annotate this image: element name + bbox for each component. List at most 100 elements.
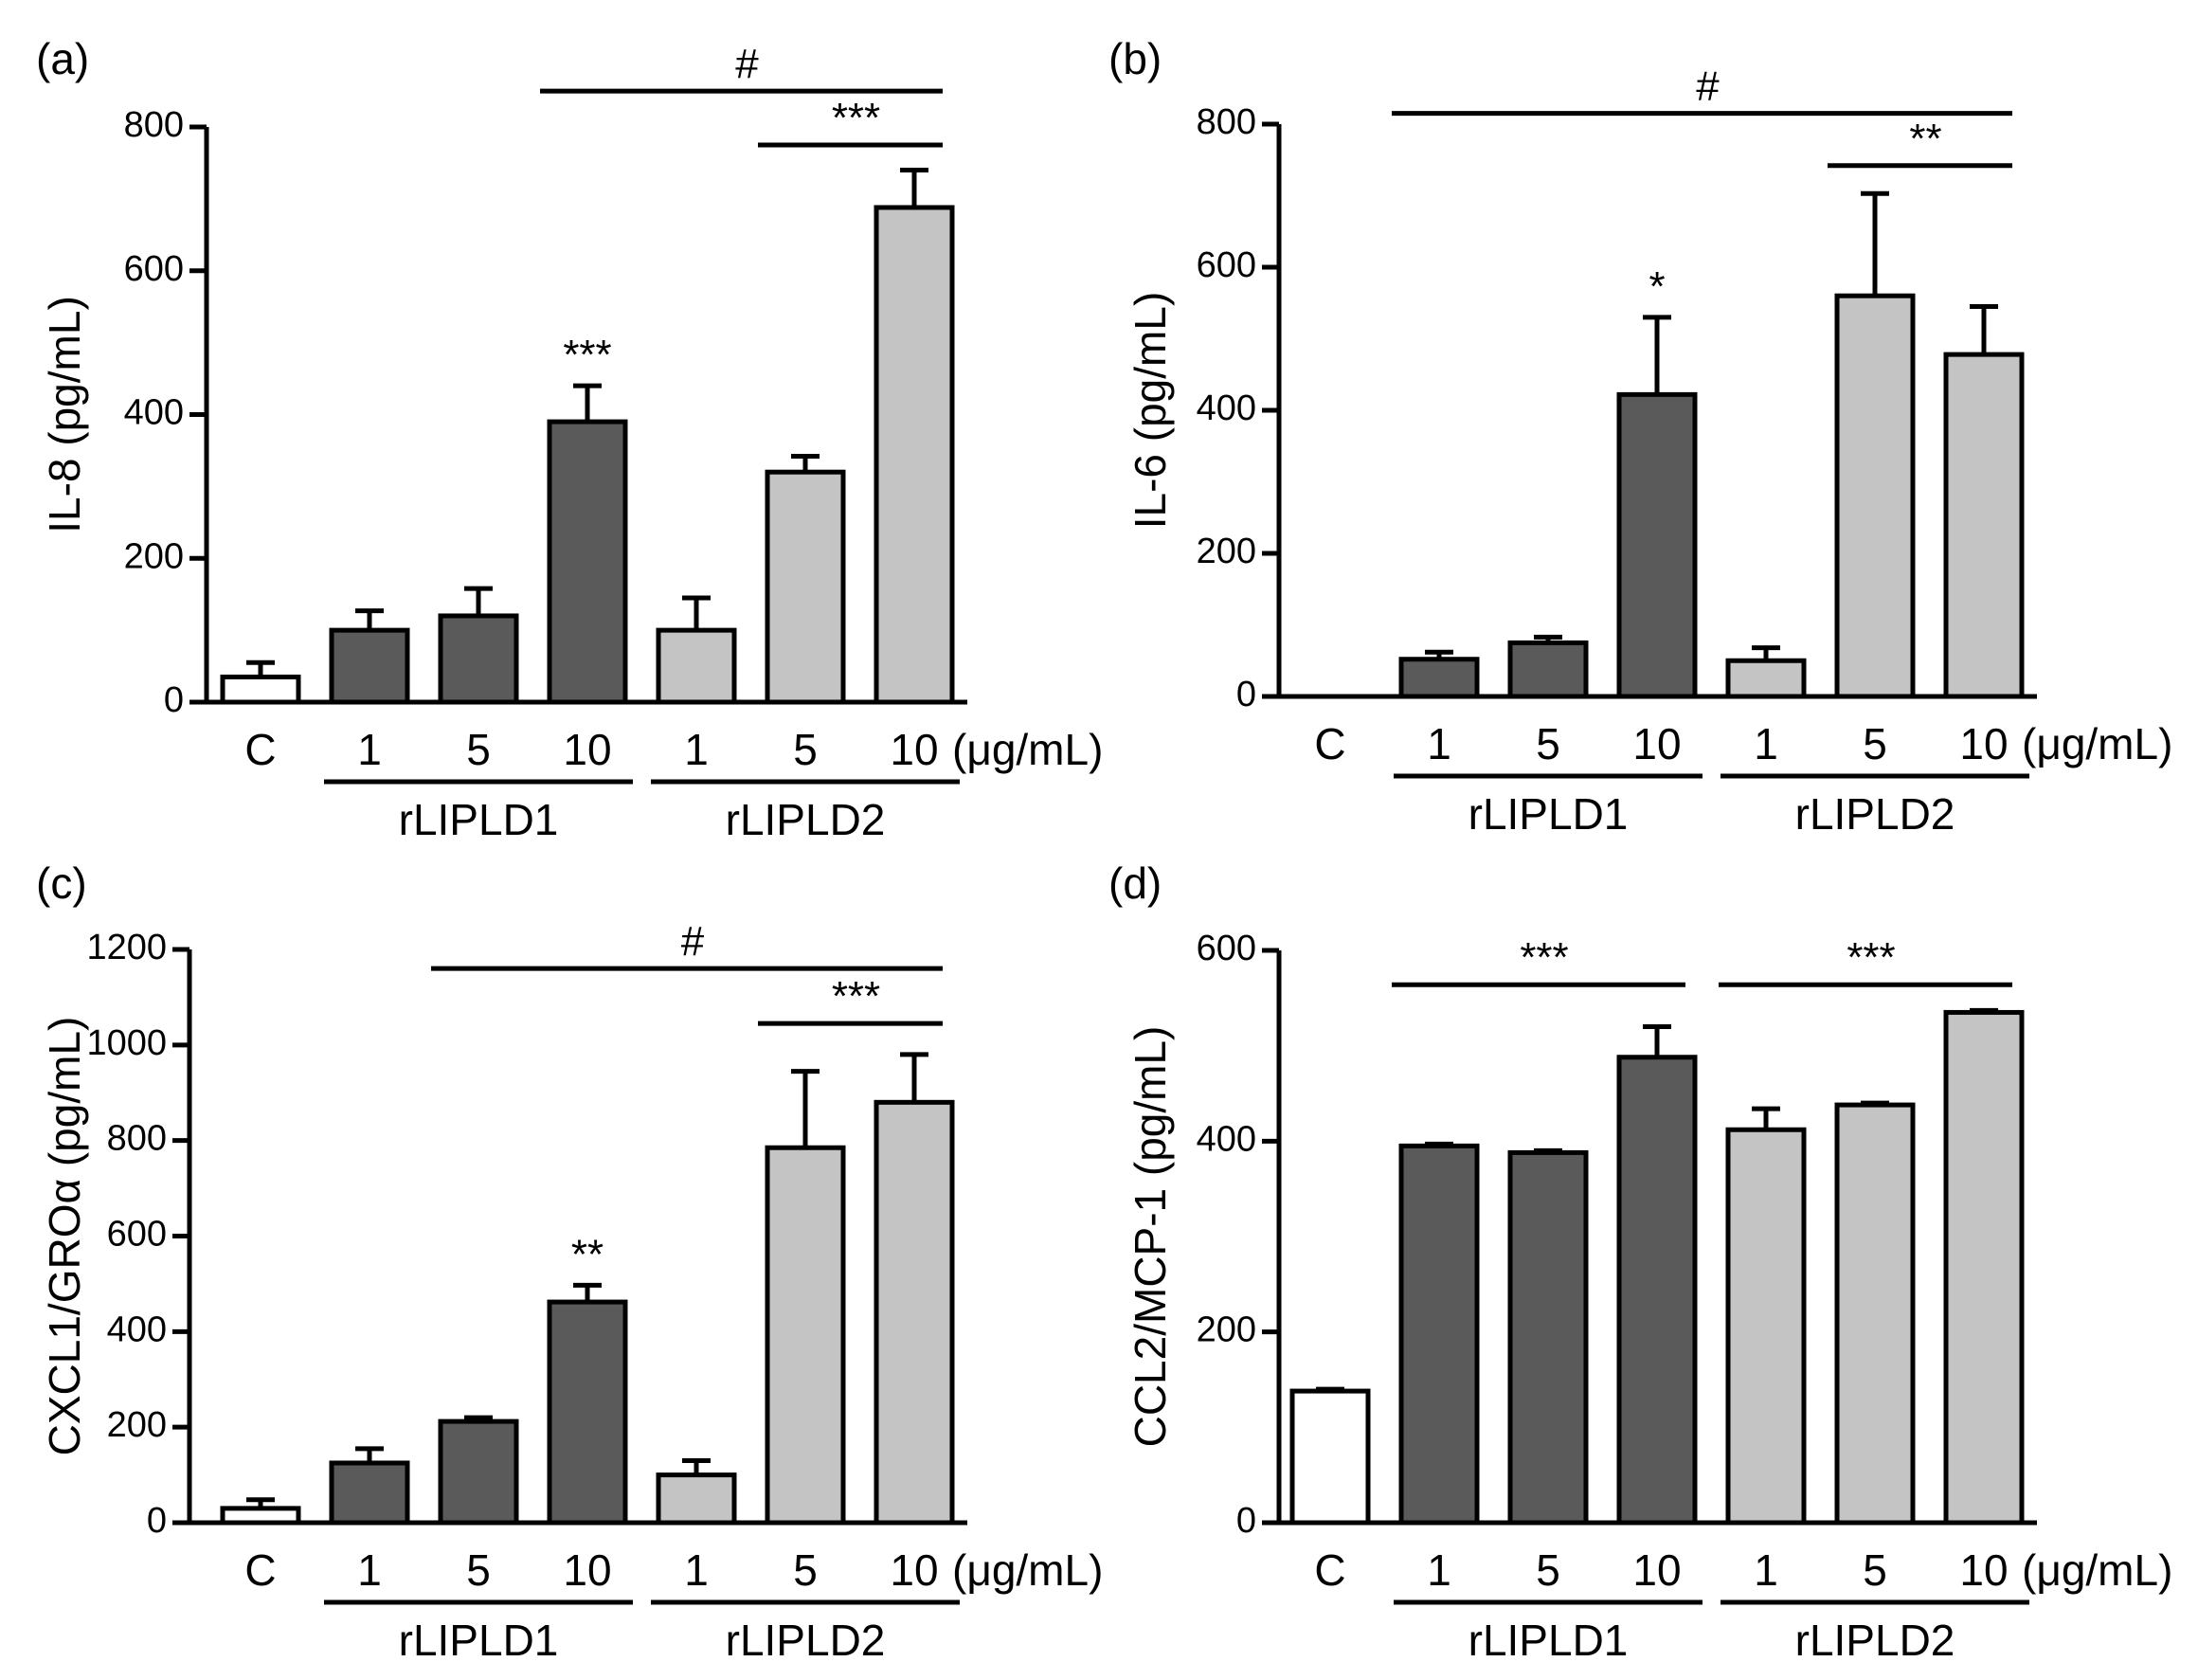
y-axis-label: IL-8 (pg/mL) bbox=[40, 296, 89, 533]
x-tick-label: 5 bbox=[793, 725, 818, 774]
bar bbox=[438, 1418, 519, 1526]
group-label: rLIPLD2 bbox=[726, 1616, 886, 1665]
bar bbox=[656, 1472, 737, 1526]
x-tick-label: 10 bbox=[1632, 1545, 1681, 1595]
significance-marker: *** bbox=[832, 95, 880, 141]
x-tick-label: 10 bbox=[563, 725, 611, 774]
bar bbox=[874, 1099, 955, 1526]
x-tick-label: 1 bbox=[357, 1545, 382, 1595]
bar bbox=[438, 613, 519, 705]
bar bbox=[765, 1145, 846, 1526]
bar bbox=[329, 627, 410, 705]
panel-label: (b) bbox=[1108, 34, 1162, 83]
x-tick-label: 5 bbox=[1863, 1545, 1887, 1595]
y-axis-label: CXCL1/GROα (pg/mL) bbox=[40, 1017, 89, 1456]
y-tick-label: 200 bbox=[124, 536, 184, 576]
y-tick-label: 600 bbox=[1197, 245, 1256, 285]
bar bbox=[1725, 658, 1807, 699]
bar bbox=[1943, 1009, 2025, 1526]
panel-label: (c) bbox=[36, 858, 87, 908]
y-tick-label: 0 bbox=[1236, 675, 1256, 714]
unit-label: (μg/mL) bbox=[2022, 1545, 2172, 1595]
y-tick-label: 400 bbox=[124, 393, 184, 433]
x-tick-label: 10 bbox=[1959, 1545, 2008, 1595]
y-tick-label: 200 bbox=[1197, 1310, 1256, 1350]
x-tick-label: 10 bbox=[890, 725, 938, 774]
y-tick-label: 400 bbox=[1197, 388, 1256, 428]
significance-marker: # bbox=[735, 41, 759, 87]
x-tick-label: 1 bbox=[357, 725, 382, 774]
significance-marker: # bbox=[681, 918, 705, 965]
y-tick-label: 0 bbox=[147, 1501, 167, 1541]
y-tick-label: 0 bbox=[1236, 1501, 1256, 1541]
y-tick-label: 600 bbox=[1197, 929, 1256, 968]
y-tick-label: 800 bbox=[107, 1119, 167, 1159]
y-tick-label: 800 bbox=[124, 105, 184, 145]
x-tick-label: 10 bbox=[1632, 719, 1681, 768]
significance-marker: * bbox=[1648, 263, 1665, 310]
bar bbox=[1943, 352, 2025, 699]
x-tick-label: C bbox=[1314, 719, 1345, 768]
bar bbox=[1616, 1055, 1698, 1526]
y-tick-label: 0 bbox=[164, 680, 184, 720]
significance-marker: ** bbox=[1909, 116, 1941, 162]
panel-c: (c) CXCL1/GROα (pg/mL) 0 200 400 600 800 1000 12… bbox=[36, 858, 1103, 1665]
y-tick-label: 800 bbox=[1197, 102, 1256, 142]
y-tick-label: 600 bbox=[107, 1215, 167, 1255]
x-tick-label: 1 bbox=[684, 725, 709, 774]
group-label: rLIPLD1 bbox=[399, 795, 559, 844]
x-tick-label: 5 bbox=[1536, 1545, 1560, 1595]
y-tick-label: 400 bbox=[1197, 1119, 1256, 1159]
bar bbox=[220, 1506, 301, 1526]
x-tick-label: 10 bbox=[890, 1545, 938, 1595]
y-tick-label: 1000 bbox=[86, 1023, 167, 1063]
significance-marker: *** bbox=[1520, 934, 1568, 981]
y-tick-label: 1200 bbox=[86, 928, 167, 967]
bar bbox=[1834, 293, 1916, 699]
unit-label: (μg/mL) bbox=[2022, 719, 2172, 768]
y-axis-label: CCL2/MCP-1 (pg/mL) bbox=[1126, 1026, 1175, 1448]
y-tick-label: 200 bbox=[1197, 532, 1256, 571]
bar bbox=[874, 205, 955, 705]
y-axis-label: IL-6 (pg/mL) bbox=[1126, 292, 1175, 530]
x-tick-label: 1 bbox=[684, 1545, 709, 1595]
group-label: rLIPLD1 bbox=[1468, 789, 1629, 839]
y-tick-label: 400 bbox=[107, 1310, 167, 1349]
x-tick-label: 1 bbox=[1427, 1545, 1451, 1595]
x-tick-label: 10 bbox=[1959, 719, 2008, 768]
bar bbox=[1289, 1388, 1371, 1526]
x-tick-label: 5 bbox=[466, 725, 491, 774]
x-tick-label: C bbox=[244, 1545, 276, 1595]
bar bbox=[765, 469, 846, 705]
x-tick-label: C bbox=[244, 725, 276, 774]
x-tick-label: 5 bbox=[466, 1545, 491, 1595]
y-tick-label: 600 bbox=[124, 249, 184, 289]
unit-label: (μg/mL) bbox=[952, 725, 1103, 774]
significance-marker: *** bbox=[832, 973, 880, 1020]
significance-marker: *** bbox=[1847, 934, 1895, 981]
group-label: rLIPLD1 bbox=[399, 1616, 559, 1665]
panel-label: (a) bbox=[36, 34, 89, 83]
y-tick-label: 200 bbox=[107, 1405, 167, 1445]
group-label: rLIPLD1 bbox=[1468, 1616, 1629, 1665]
significance-marker: ** bbox=[571, 1231, 604, 1277]
x-tick-label: 1 bbox=[1754, 719, 1778, 768]
x-tick-label: 5 bbox=[1536, 719, 1560, 768]
group-label: rLIPLD2 bbox=[1795, 1616, 1955, 1665]
bar bbox=[220, 674, 301, 705]
bar bbox=[1507, 640, 1589, 699]
bar bbox=[1725, 1127, 1807, 1526]
bar bbox=[547, 1299, 628, 1526]
bar bbox=[1398, 657, 1480, 699]
x-tick-label: 1 bbox=[1427, 719, 1451, 768]
bar bbox=[1398, 1143, 1480, 1526]
x-tick-label: 10 bbox=[563, 1545, 611, 1595]
significance-marker: *** bbox=[563, 332, 611, 378]
x-tick-label: 1 bbox=[1754, 1545, 1778, 1595]
group-label: rLIPLD2 bbox=[726, 795, 886, 844]
significance-marker: # bbox=[1696, 63, 1720, 110]
